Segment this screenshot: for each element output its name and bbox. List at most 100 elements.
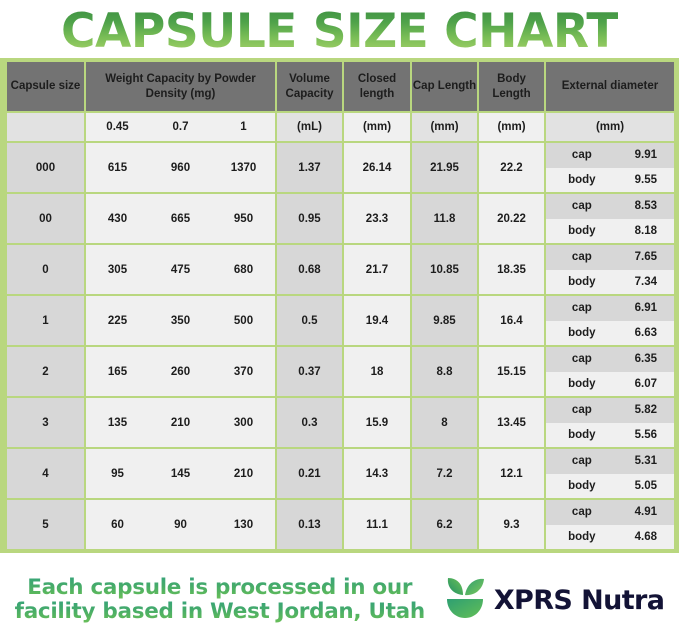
cell-cap-length: 9.85 — [412, 296, 477, 345]
ext-subrow-body: body 9.55 — [546, 167, 674, 192]
cell-closed-length: 21.7 — [344, 245, 410, 294]
ext-subrow-body: body 5.56 — [546, 422, 674, 447]
footer-line-1: Each capsule is processed in our — [15, 575, 425, 600]
ext-subrow-body: body 6.07 — [546, 371, 674, 396]
ext-subrow-cap: cap 4.91 — [546, 500, 674, 525]
ext-subrow-body: body 6.63 — [546, 320, 674, 345]
ext-value-body: 6.07 — [634, 377, 658, 390]
cell-volume-capacity: 1.37 — [277, 143, 342, 192]
header-body-length: Body Length — [479, 62, 544, 111]
cell-cap-length: 8 — [412, 398, 477, 447]
ext-subrow-cap: cap 7.65 — [546, 245, 674, 270]
cell-external-diameter: cap 6.91 body 6.63 — [546, 296, 674, 345]
table-header: Capsule size Weight Capacity by Powder D… — [7, 62, 674, 111]
cell-external-diameter: cap 9.91 body 9.55 — [546, 143, 674, 192]
cell-capsule-size: 2 — [7, 347, 84, 396]
cell-weight-1: 950 — [233, 212, 254, 225]
cell-weight-capacity-group: 165 260 370 — [86, 347, 275, 396]
ext-label-cap: cap — [571, 353, 592, 366]
ext-label-body: body — [568, 326, 596, 339]
ext-subrow-cap: cap 6.35 — [546, 347, 674, 372]
ext-label-body: body — [568, 275, 596, 288]
brand-name: XPRS Nutra — [493, 584, 665, 616]
cell-external-diameter: cap 5.31 body 5.05 — [546, 449, 674, 498]
cell-weight-045: 135 — [107, 416, 128, 429]
table-body: 0.45 0.7 1 (mL) (mm) (mm) (mm) (mm) 000 6… — [7, 113, 674, 549]
cell-weight-1: 680 — [233, 263, 254, 276]
table-container: Capsule size Weight Capacity by Powder D… — [0, 58, 679, 553]
cell-closed-length: 11.1 — [344, 500, 410, 549]
cell-capsule-size: 000 — [7, 143, 84, 192]
cell-external-diameter: cap 8.53 body 8.18 — [546, 194, 674, 243]
units-volume: (mL) — [277, 113, 342, 141]
ext-value-body: 4.68 — [634, 530, 658, 543]
footer-text-block: Each capsule is processed in our facilit… — [14, 575, 425, 624]
units-body-length: (mm) — [479, 113, 544, 141]
cell-weight-1: 1370 — [230, 161, 257, 174]
cell-cap-length: 6.2 — [412, 500, 477, 549]
cell-cap-length: 7.2 — [412, 449, 477, 498]
cell-closed-length: 26.14 — [344, 143, 410, 192]
cell-weight-1: 500 — [233, 314, 254, 327]
cell-weight-capacity-group: 135 210 300 — [86, 398, 275, 447]
cell-weight-07: 210 — [170, 416, 191, 429]
cell-volume-capacity: 0.21 — [277, 449, 342, 498]
cell-closed-length: 19.4 — [344, 296, 410, 345]
cell-weight-capacity-group: 95 145 210 — [86, 449, 275, 498]
cell-cap-length: 11.8 — [412, 194, 477, 243]
ext-subrow-body: body 5.05 — [546, 473, 674, 498]
ext-value-body: 8.18 — [634, 224, 658, 237]
cell-body-length: 12.1 — [479, 449, 544, 498]
ext-value-body: 5.56 — [634, 428, 658, 441]
table-row: 4 95 145 210 0.21 14.3 7.2 12.1 cap 5.31 body 5.05 — [7, 449, 674, 498]
cell-body-length: 18.35 — [479, 245, 544, 294]
ext-label-body: body — [568, 428, 596, 441]
header-capsule-size: Capsule size — [7, 62, 84, 111]
ext-label-cap: cap — [571, 404, 592, 417]
ext-label-cap: cap — [571, 506, 592, 519]
units-density-group: 0.45 0.7 1 — [86, 113, 275, 141]
ext-label-cap: cap — [571, 200, 592, 213]
cell-capsule-size: 0 — [7, 245, 84, 294]
cell-external-diameter: cap 7.65 body 7.34 — [546, 245, 674, 294]
ext-label-cap: cap — [571, 149, 592, 162]
ext-subrow-body: body 7.34 — [546, 269, 674, 294]
ext-value-cap: 7.65 — [634, 251, 658, 264]
cell-cap-length: 10.85 — [412, 245, 477, 294]
ext-value-cap: 8.53 — [634, 200, 658, 213]
cell-weight-capacity-group: 615 960 1370 — [86, 143, 275, 192]
ext-label-cap: cap — [571, 302, 592, 315]
ext-value-body: 5.05 — [634, 479, 658, 492]
cell-weight-07: 665 — [170, 212, 191, 225]
cell-volume-capacity: 0.95 — [277, 194, 342, 243]
cell-weight-07: 260 — [170, 365, 191, 378]
cell-volume-capacity: 0.13 — [277, 500, 342, 549]
units-capsule-size — [7, 113, 84, 141]
table-row: 0 305 475 680 0.68 21.7 10.85 18.35 cap 7.65 body 7… — [7, 245, 674, 294]
cell-closed-length: 15.9 — [344, 398, 410, 447]
cell-external-diameter: cap 6.35 body 6.07 — [546, 347, 674, 396]
table-row: 5 60 90 130 0.13 11.1 6.2 9.3 cap 4.91 body 4.68 — [7, 500, 674, 549]
cell-weight-07: 90 — [174, 518, 187, 531]
cell-external-diameter: cap 4.91 body 4.68 — [546, 500, 674, 549]
header-cap-length: Cap Length — [412, 62, 477, 111]
units-cap-length: (mm) — [412, 113, 477, 141]
cell-weight-capacity-group: 430 665 950 — [86, 194, 275, 243]
cell-capsule-size: 00 — [7, 194, 84, 243]
cell-volume-capacity: 0.5 — [277, 296, 342, 345]
ext-subrow-cap: cap 5.31 — [546, 449, 674, 474]
cell-weight-capacity-group: 225 350 500 — [86, 296, 275, 345]
cell-weight-1: 300 — [233, 416, 254, 429]
cell-weight-1: 370 — [233, 365, 254, 378]
ext-label-cap: cap — [571, 251, 592, 264]
cell-body-length: 20.22 — [479, 194, 544, 243]
cell-cap-length: 8.8 — [412, 347, 477, 396]
cell-body-length: 9.3 — [479, 500, 544, 549]
ext-value-body: 6.63 — [634, 326, 658, 339]
units-closed-length: (mm) — [344, 113, 410, 141]
footer-line-2: facility based in West Jordan, Utah — [14, 599, 425, 624]
ext-subrow-body: body 4.68 — [546, 524, 674, 549]
ext-subrow-body: body 8.18 — [546, 218, 674, 243]
capsule-size-table: Capsule size Weight Capacity by Powder D… — [5, 60, 676, 551]
ext-label-body: body — [568, 224, 596, 237]
